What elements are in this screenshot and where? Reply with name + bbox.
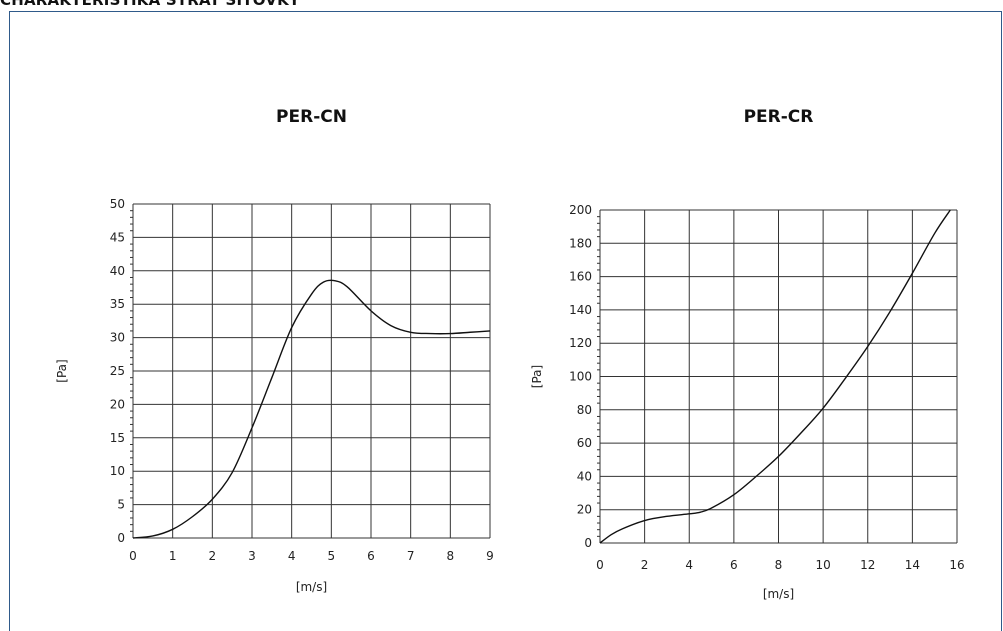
- chart-2-xtick-label-2: 4: [685, 558, 693, 572]
- chart-1-xtick-label-7: 7: [407, 549, 415, 563]
- chart-2-xtick-label-8: 16: [949, 558, 964, 572]
- chart-2-series-line-0: [599, 209, 951, 544]
- chart-1-ytick-label-1: 5: [117, 498, 125, 512]
- chart-2-title: PER-CR: [744, 107, 814, 127]
- chart-2-xtick-label-0: 0: [596, 558, 604, 572]
- chart-1-xtick-label-4: 4: [288, 549, 296, 563]
- chart-2-ytick-label-8: 160: [569, 270, 592, 284]
- chart-2-ytick-label-5: 100: [569, 370, 592, 384]
- chart-1-ytick-label-10: 50: [110, 197, 125, 211]
- chart-1-xtick-label-9: 9: [486, 549, 494, 563]
- chart-1-xtick-label-6: 6: [367, 549, 375, 563]
- chart-2-xtick-label-4: 8: [775, 558, 783, 572]
- chart-1-ytick-label-7: 35: [110, 297, 125, 311]
- chart-2-xtick-label-7: 14: [905, 558, 920, 572]
- chart-1-ylabel: [Pa]: [55, 359, 69, 382]
- chart-2-xtick-label-5: 10: [815, 558, 830, 572]
- chart-2-ytick-label-2: 40: [577, 469, 592, 483]
- content-frame: [9, 11, 1002, 631]
- chart-2-xtick-label-6: 12: [860, 558, 875, 572]
- chart-1-ytick-label-2: 10: [110, 464, 125, 478]
- page-title: CHARAKTERISTIKA STRAT SIŤOVKY: [0, 0, 300, 9]
- chart-1-series-line-0: [132, 279, 491, 539]
- chart-2-ytick-label-10: 200: [569, 203, 592, 217]
- chart-1-xlabel: [m/s]: [296, 580, 327, 594]
- chart-2-ytick-label-3: 60: [577, 436, 592, 450]
- chart-1-title: PER-CN: [276, 107, 347, 127]
- chart-1-ytick-label-9: 45: [110, 230, 125, 244]
- chart-1-ytick-label-5: 25: [110, 364, 125, 378]
- chart-2-ytick-label-4: 80: [577, 403, 592, 417]
- chart-2-xtick-label-1: 2: [641, 558, 649, 572]
- chart-2-xlabel: [m/s]: [763, 587, 794, 601]
- chart-2-xtick-label-3: 6: [730, 558, 738, 572]
- chart-1-xtick-label-2: 2: [209, 549, 217, 563]
- chart-2-ytick-label-1: 20: [577, 503, 592, 517]
- chart-1-ytick-label-4: 20: [110, 397, 125, 411]
- chart-1-xtick-label-8: 8: [447, 549, 455, 563]
- chart-2-ytick-label-9: 180: [569, 236, 592, 250]
- chart-1-ytick-label-3: 15: [110, 431, 125, 445]
- chart-2-ytick-label-0: 0: [584, 536, 592, 550]
- chart-2-ylabel: [Pa]: [530, 365, 544, 388]
- chart-1-xtick-label-3: 3: [248, 549, 256, 563]
- chart-1-ytick-label-0: 0: [117, 531, 125, 545]
- chart-1-ytick-label-6: 30: [110, 331, 125, 345]
- chart-1-xtick-label-0: 0: [129, 549, 137, 563]
- chart-2-ytick-label-7: 140: [569, 303, 592, 317]
- chart-1-xtick-label-1: 1: [169, 549, 177, 563]
- chart-2-ytick-label-6: 120: [569, 336, 592, 350]
- chart-1-xtick-label-5: 5: [328, 549, 336, 563]
- chart-1-ytick-label-8: 40: [110, 264, 125, 278]
